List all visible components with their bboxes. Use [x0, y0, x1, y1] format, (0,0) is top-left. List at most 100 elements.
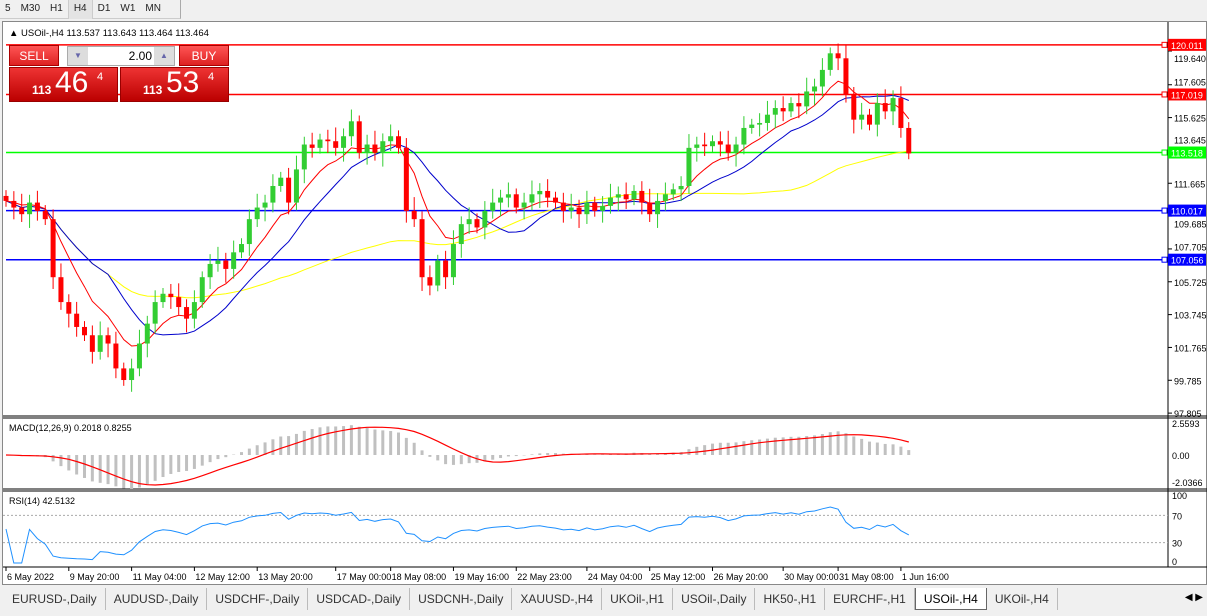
tab-usdcad-daily[interactable]: USDCAD-,Daily — [308, 588, 411, 610]
timeframe-H1[interactable]: H1 — [50, 3, 63, 14]
tab-usdchf-daily[interactable]: USDCHF-,Daily — [207, 588, 309, 610]
candle-bull — [348, 121, 354, 137]
buy-button[interactable]: BUY — [179, 45, 229, 66]
candle-bull — [757, 122, 763, 125]
candle-bull — [568, 207, 574, 211]
candle-bull — [129, 368, 135, 381]
candle-bear — [702, 144, 708, 147]
time-tick-label: 19 May 16:00 — [454, 572, 509, 582]
candle-bear — [835, 53, 841, 59]
candle-bull — [27, 202, 33, 215]
candle-bull — [490, 202, 496, 211]
candle-bear — [223, 260, 229, 269]
moving-average-mid — [5, 94, 909, 336]
candle-bear — [780, 108, 786, 112]
timeframe-toolbar: 5 M30 H1 H4 D1 W1 MN — [0, 0, 181, 19]
candle-bull — [191, 302, 197, 319]
candle-bear — [843, 58, 849, 95]
candle-bull — [812, 86, 818, 92]
tab-ukoil-h4[interactable]: UKOil-,H4 — [987, 588, 1058, 610]
candle-bear — [717, 141, 723, 145]
price-tick-label: 111.665 — [1174, 179, 1205, 189]
tab-xauusd-h4[interactable]: XAUUSD-,H4 — [512, 588, 603, 610]
line-handle — [1161, 256, 1168, 263]
time-tick-label: 18 May 08:00 — [392, 572, 447, 582]
price-tick-label: 117.605 — [1174, 77, 1206, 87]
time-tick-label: 9 May 20:00 — [70, 572, 120, 582]
candle-bear — [372, 144, 378, 153]
lot-value[interactable]: 2.00 — [128, 49, 152, 63]
rsi-label: RSI(14) 42.5132 — [9, 496, 76, 506]
candle-bear — [58, 277, 64, 303]
candle-bull — [254, 207, 260, 220]
candle-bear — [82, 326, 87, 336]
candle-bull — [859, 114, 865, 120]
timeframe-W1[interactable]: W1 — [120, 3, 136, 14]
candle-bull — [670, 189, 676, 195]
tab-scroll-arrows[interactable]: ◀ ▶ — [1184, 592, 1203, 603]
time-tick-label: 26 May 20:00 — [714, 572, 769, 582]
candle-bear — [19, 207, 25, 215]
price-tick-label: 105.725 — [1174, 278, 1207, 288]
candle-bull — [262, 202, 268, 208]
timeframe-M30[interactable]: M30 — [20, 3, 41, 14]
candle-bear — [560, 202, 566, 211]
candle-bull — [615, 194, 621, 198]
chart-canvas[interactable]: 119.640 117.605 115.625 113.645 111.665 109.6… — [3, 22, 1207, 586]
candle-bear — [427, 277, 433, 286]
price-tick-label: 101.765 — [1174, 343, 1207, 353]
tab-audusd-daily[interactable]: AUDUSD-,Daily — [106, 588, 208, 610]
candle-bull — [388, 136, 394, 142]
macd-tick-label: 2.5593 — [1172, 419, 1200, 429]
timeframe-5[interactable]: 5 — [5, 3, 11, 14]
timeframe-D1[interactable]: D1 — [97, 3, 111, 14]
price-line-label: 107.056 — [1171, 256, 1204, 266]
macd-signal-line — [5, 426, 909, 486]
lot-decrease-icon[interactable]: ▼ — [68, 47, 88, 65]
tab-hk50-h1[interactable]: HK50-,H1 — [755, 588, 826, 610]
candle-bull — [655, 200, 661, 215]
price-tick-label: 107.705 — [1174, 243, 1207, 253]
candle-bear — [34, 202, 40, 211]
lot-size-input[interactable]: ▼ 2.00 ▲ — [67, 46, 175, 66]
candle-bear — [411, 210, 417, 220]
sell-button[interactable]: SELL — [9, 45, 59, 66]
candle-bull — [529, 194, 535, 203]
candle-bull — [874, 103, 880, 125]
tab-usdcnh-daily[interactable]: USDCNH-,Daily — [410, 588, 513, 610]
symbol-ohlc: USOil-,H4 113.537 113.643 113.464 113.46… — [21, 28, 209, 39]
sell-price-button[interactable]: 113 46 4 — [9, 66, 118, 102]
candle-bear — [592, 202, 598, 211]
candle-bull — [521, 202, 527, 208]
time-tick-label: 24 May 04:00 — [588, 572, 643, 582]
tab-usoil-h4[interactable]: USOil-,H4 — [914, 588, 987, 610]
timeframe-MN[interactable]: MN — [145, 3, 161, 14]
candle-bear — [333, 141, 339, 148]
tab-ukoil-h1[interactable]: UKOil-,H1 — [602, 588, 674, 610]
candle-bull — [246, 219, 252, 245]
timeframe-H4[interactable]: H4 — [67, 0, 93, 19]
candle-bear — [443, 260, 449, 278]
sell-price-main: 46 — [55, 66, 89, 99]
tab-usoil-daily[interactable]: USOil-,Daily — [673, 588, 756, 610]
macd-tick-label: -2.0366 — [1172, 478, 1203, 488]
candle-bear — [725, 144, 731, 153]
price-label-bg — [1168, 253, 1206, 266]
tab-eurchf-h1[interactable]: EURCHF-,H1 — [825, 588, 915, 610]
price-tick-label: 113.645 — [1174, 136, 1206, 146]
candle-bull — [435, 260, 441, 286]
candle-bull — [772, 108, 778, 115]
rsi-line — [5, 506, 910, 564]
chart-window: 119.640 117.605 115.625 113.645 111.665 109.6… — [2, 21, 1207, 585]
candle-bull — [631, 190, 637, 200]
moving-average-slow — [5, 150, 909, 299]
buy-price-button[interactable]: 113 53 4 — [120, 66, 229, 102]
candle-bear — [576, 207, 582, 215]
sell-price-prefix: 113 — [32, 83, 52, 97]
price-line-label: 120.011 — [1171, 41, 1203, 51]
lot-increase-icon[interactable]: ▲ — [154, 47, 174, 65]
tab-eurusd-daily[interactable]: EURUSD-,Daily — [4, 588, 106, 610]
time-tick-label: 25 May 12:00 — [651, 572, 706, 582]
candle-bull — [498, 197, 504, 203]
candle-bear — [121, 368, 127, 381]
